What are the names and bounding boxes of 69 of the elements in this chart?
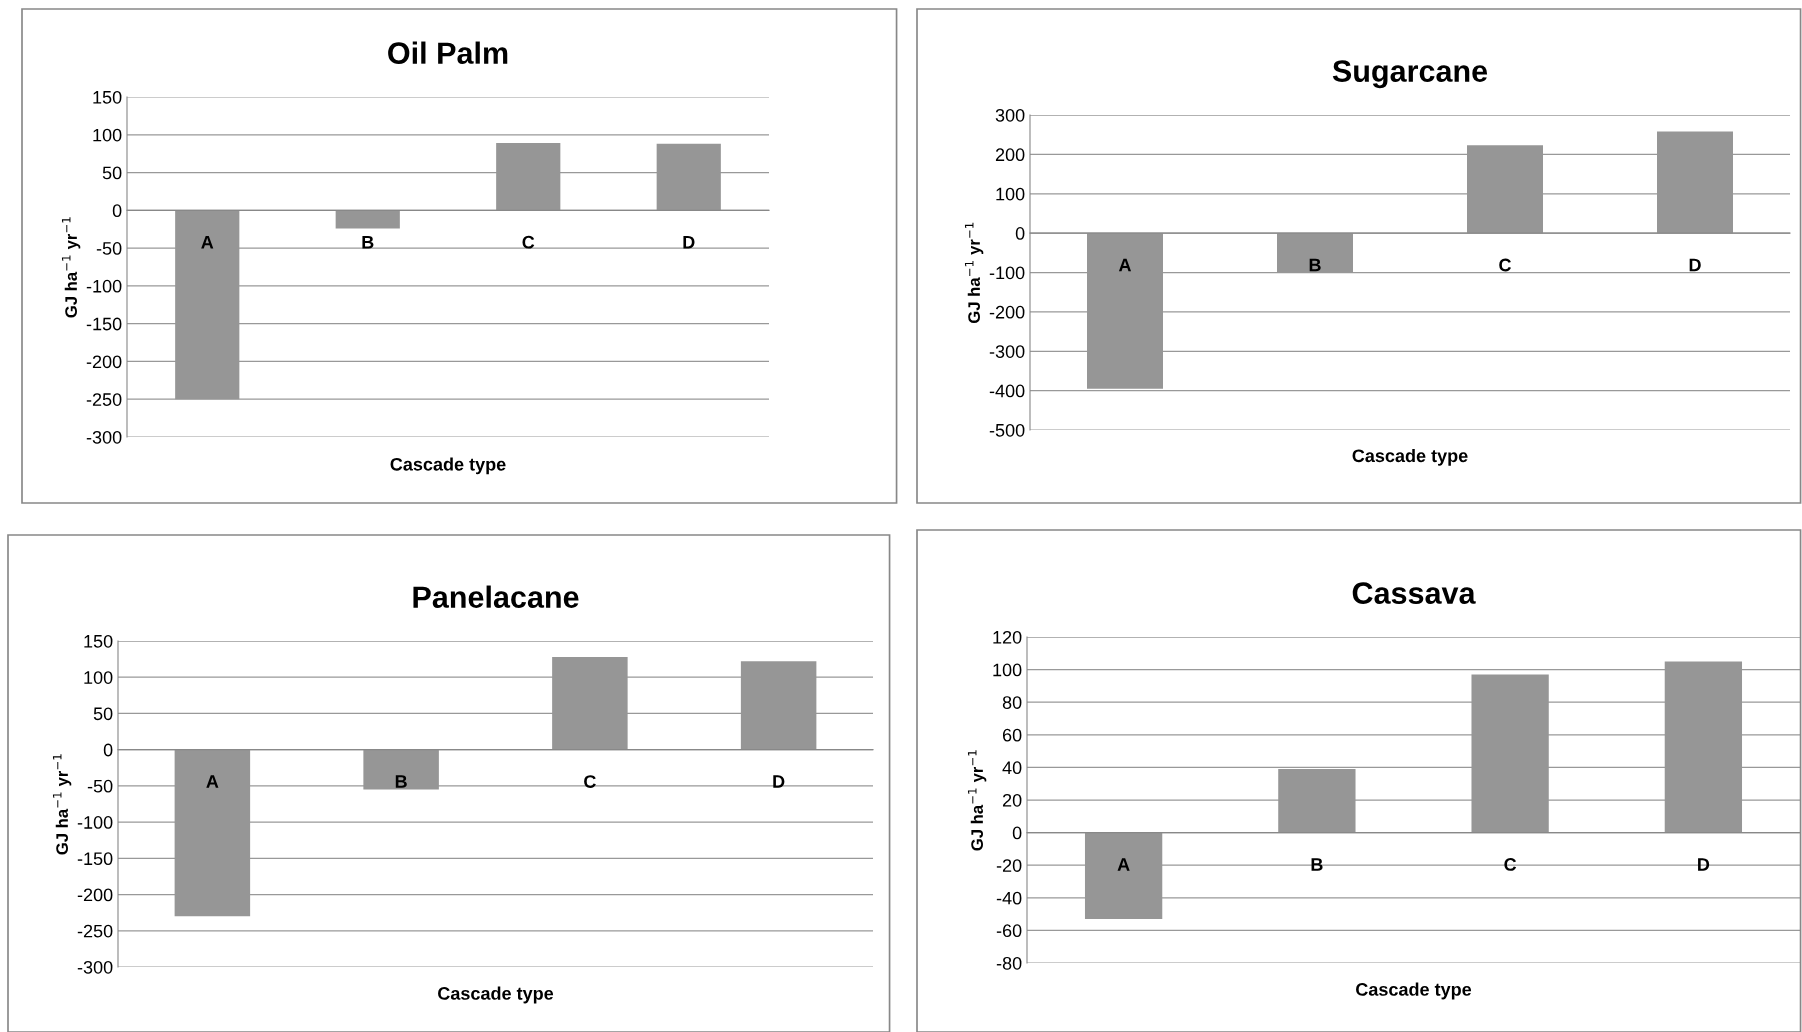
x-tick-label: D	[773, 775, 785, 788]
x-tick-label: A	[201, 236, 214, 249]
y-tick-label: -200	[77, 888, 113, 902]
y-tick-label: -100	[77, 816, 113, 829]
y-tick-label: 100	[84, 671, 113, 684]
y-tick-label: -500	[989, 423, 1025, 437]
y-tick-label: -100	[989, 266, 1025, 280]
x-tick-label: B	[362, 236, 374, 249]
y-tick-label: -200	[86, 355, 122, 369]
y-tick-label: 150	[84, 634, 113, 648]
y-tick-label: -200	[989, 305, 1025, 319]
y-tick-label: 80	[1002, 696, 1022, 709]
y-tick-label: -80	[996, 956, 1022, 970]
y-tick-label: 0	[1012, 826, 1022, 840]
y-tick-label: 120	[993, 630, 1022, 644]
bar	[335, 210, 400, 229]
y-tick-label: 0	[103, 743, 113, 757]
y-tick-label: 40	[1002, 761, 1022, 775]
chart-title: Panelacane	[413, 585, 579, 608]
x-tick-label: B	[1309, 258, 1321, 272]
y-tick-label: -40	[996, 891, 1022, 905]
x-axis-title: Cascade type	[390, 457, 506, 475]
x-tick-label: C	[1499, 258, 1512, 272]
y-tick-label: -100	[86, 279, 122, 293]
y-tick-label: -250	[86, 393, 122, 406]
x-tick-label: B	[1311, 858, 1323, 871]
y-tick-label: -300	[86, 430, 122, 444]
y-tick-label: 150	[93, 90, 122, 104]
x-tick-label: C	[1504, 858, 1517, 871]
y-tick-label: -300	[989, 345, 1025, 358]
chart-title: Sugarcane	[1332, 60, 1488, 89]
x-axis-title: Cascade type	[1352, 448, 1468, 466]
y-tick-label: 0	[112, 204, 122, 218]
y-axis-title: GJ ha$^{−1}$ yr$^{−1}$	[967, 750, 987, 851]
y-tick-label: 20	[1002, 793, 1022, 807]
y-tick-label: -150	[86, 317, 122, 331]
y-tick-label: -20	[996, 859, 1022, 872]
y-axis-title: GJ ha$^{−1}$ yr$^{−1}$	[61, 217, 81, 318]
y-tick-label: -50	[96, 242, 122, 255]
y-tick-label: -50	[87, 779, 113, 793]
x-tick-label: A	[1118, 258, 1132, 272]
y-tick-label: 100	[993, 663, 1022, 677]
y-axis-title: GJ ha$^{−1}$ yr$^{−1}$	[964, 222, 984, 323]
chart-title: Cassava	[1352, 582, 1476, 604]
x-tick-label: B	[395, 775, 407, 788]
y-tick-label: 100	[996, 187, 1025, 201]
x-tick-label: C	[584, 775, 596, 788]
y-tick-label: -400	[989, 384, 1025, 398]
y-tick-label: 300	[995, 108, 1025, 122]
chart-title: Oil Palm	[388, 41, 508, 64]
y-tick-label: -150	[77, 852, 113, 866]
x-tick-label: A	[206, 775, 219, 788]
y-tick-label: 50	[93, 707, 113, 721]
x-tick-label: C	[522, 235, 535, 249]
y-tick-label: 100	[93, 128, 122, 142]
y-tick-label: -300	[77, 960, 113, 974]
y-tick-label: 60	[1002, 728, 1022, 742]
y-tick-label: 0	[1015, 227, 1025, 240]
y-tick-label: -60	[996, 924, 1022, 938]
x-axis-title: Cascade type	[1356, 982, 1472, 1000]
x-tick-label: D	[1689, 258, 1701, 272]
x-axis-title: Cascade type	[438, 986, 554, 1004]
x-tick-label: D	[683, 236, 695, 249]
y-tick-label: 200	[995, 148, 1025, 162]
y-axis-title: GJ ha$^{−1}$ yr$^{−1}$	[52, 754, 72, 855]
y-tick-label: 50	[102, 166, 122, 180]
x-tick-label: A	[1117, 858, 1130, 871]
y-tick-label: -250	[77, 924, 113, 938]
x-tick-label: D	[1698, 858, 1710, 871]
